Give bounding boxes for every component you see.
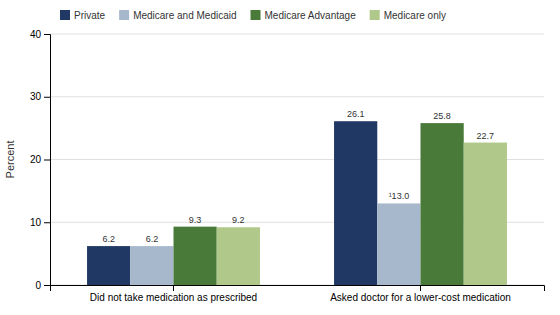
- data-label: 22.7: [477, 131, 495, 141]
- y-tick: 10: [30, 217, 50, 228]
- y-tick-mark: [44, 222, 50, 223]
- y-axis: 0 10 20 30 40: [30, 29, 51, 291]
- x-tick-label: Did not take medication as prescribed: [90, 292, 257, 303]
- bar: [87, 246, 130, 285]
- legend-label: Medicare only: [384, 10, 446, 21]
- data-label: 25.8: [433, 111, 451, 121]
- legend-label: Private: [74, 10, 106, 21]
- chart: 0 10 20 30 40 Percent Did not take medication …: [0, 0, 560, 315]
- y-axis-title: Percent: [4, 141, 16, 179]
- bar: [464, 143, 507, 285]
- legend-label: Medicare Advantage: [265, 10, 357, 21]
- x-tick-mark: [173, 285, 174, 291]
- bar: [421, 123, 464, 285]
- data-label: 6.2: [102, 234, 115, 244]
- legend-item: Medicare Advantage: [251, 10, 357, 21]
- legend-swatch: [370, 10, 380, 20]
- x-axis: Did not take medication as prescribed Ask…: [51, 285, 545, 303]
- bar: [334, 121, 377, 285]
- x-tick: Did not take medication as prescribed: [90, 285, 257, 303]
- y-tick: 0: [35, 280, 50, 291]
- data-label: 6.2: [146, 234, 159, 244]
- legend-label: Medicare and Medicaid: [133, 10, 236, 21]
- data-label: 9.2: [232, 215, 245, 225]
- legend-item: Medicare and Medicaid: [119, 10, 236, 21]
- legend-item: Medicare only: [370, 10, 446, 21]
- x-tick-label: Asked doctor for a lower-cost medication: [330, 292, 511, 303]
- y-tick-mark: [44, 34, 50, 35]
- grid-line: [50, 96, 544, 97]
- y-tick-label: 20: [30, 154, 42, 165]
- y-tick: 30: [30, 91, 50, 102]
- y-tick-label: 0: [35, 280, 41, 291]
- y-tick-mark: [44, 285, 50, 286]
- bars: [87, 121, 507, 285]
- data-label: 26.1: [347, 109, 365, 119]
- y-tick-label: 30: [30, 91, 42, 102]
- y-tick-label: 10: [30, 217, 42, 228]
- bar: [217, 227, 260, 285]
- data-label: 9.3: [189, 215, 202, 225]
- plot: 0 10 20 30 40 Percent Did not take medication …: [4, 29, 545, 303]
- grid-line: [50, 34, 544, 35]
- y-tick-label: 40: [30, 29, 42, 40]
- x-tick-mark: [420, 285, 421, 291]
- x-axis-line: [51, 286, 545, 292]
- grid: [50, 34, 544, 285]
- bar: [377, 203, 420, 285]
- y-tick: 40: [30, 29, 50, 40]
- legend-swatch: [251, 10, 261, 20]
- data-labels: 6.2 26.1 6.2 ¹13.0 9.3 25.8 9.2 22.7: [102, 109, 494, 244]
- data-label: ¹13.0: [389, 191, 410, 201]
- legend: Private Medicare and Medicaid Medicare Adv…: [60, 10, 446, 21]
- legend-swatch: [119, 10, 129, 20]
- legend-swatch: [60, 10, 70, 20]
- bar: [174, 227, 217, 285]
- y-tick-mark: [44, 160, 50, 161]
- legend-item: Private: [60, 10, 106, 21]
- bar: [130, 246, 173, 285]
- y-tick-mark: [44, 97, 50, 98]
- y-axis-line: [44, 35, 51, 286]
- y-tick: 20: [30, 154, 50, 165]
- x-tick: Asked doctor for a lower-cost medication: [330, 285, 511, 303]
